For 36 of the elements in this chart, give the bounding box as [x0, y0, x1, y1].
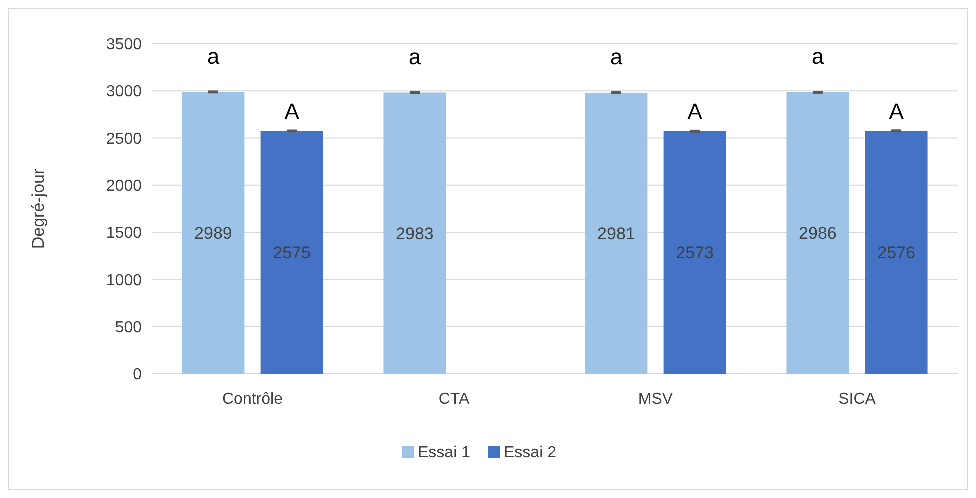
annotation: a	[207, 44, 220, 69]
annotation: A	[889, 98, 904, 124]
x-tick-label: MSV	[638, 391, 674, 408]
annotation: A	[688, 99, 703, 124]
data-label: 2575	[273, 244, 311, 263]
data-label: 2989	[194, 224, 232, 244]
y-tick-label: 1000	[106, 272, 142, 290]
y-tick-label: 3500	[106, 36, 142, 54]
y-tick-label: 3000	[106, 84, 142, 101]
bar	[664, 131, 726, 374]
y-tick-label: 2000	[106, 178, 142, 196]
bar	[182, 92, 245, 374]
annotation: a	[812, 44, 825, 70]
x-tick-label: SICA	[838, 391, 876, 408]
data-label: 2573	[676, 244, 714, 263]
annotation: A	[284, 98, 300, 124]
bar	[865, 131, 928, 374]
x-tick-label: CTA	[438, 391, 470, 408]
bar	[585, 92, 648, 374]
legend-label: Essai 1	[418, 444, 471, 462]
data-label: 2981	[598, 224, 636, 244]
bar	[786, 92, 850, 374]
y-tick-label: 1500	[106, 225, 142, 242]
bar	[384, 92, 446, 374]
data-label: 2986	[799, 224, 837, 244]
y-tick-label: 2500	[106, 130, 142, 148]
data-label: 2576	[878, 244, 916, 263]
annotation: a	[610, 44, 624, 70]
legend-label: Essai 2	[504, 444, 557, 462]
x-tick-label: Contrôle	[222, 391, 284, 408]
annotation: a	[408, 44, 422, 70]
y-axis-title: Degré-jour	[29, 168, 48, 250]
y-tick-label: 500	[115, 319, 142, 336]
data-label: 2983	[396, 224, 434, 244]
bar	[260, 131, 324, 374]
y-tick-label: 0	[133, 366, 142, 384]
